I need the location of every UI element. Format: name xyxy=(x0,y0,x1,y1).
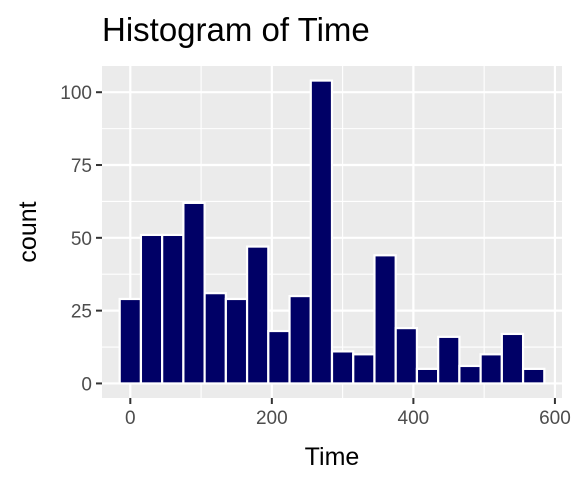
histogram-bar xyxy=(415,367,440,385)
histogram-bar xyxy=(437,335,461,385)
histogram-bar xyxy=(267,329,291,385)
histogram-bar xyxy=(309,79,334,385)
y-tick-label: 0 xyxy=(81,374,92,395)
histogram-bar xyxy=(118,297,143,385)
x-tick-label: 600 xyxy=(539,408,571,429)
y-tick-label: 50 xyxy=(71,229,92,250)
histogram-bar xyxy=(288,294,312,385)
histogram-bar xyxy=(458,364,482,385)
histogram-bar xyxy=(479,353,503,385)
histogram-bar xyxy=(373,254,397,385)
histogram-bar xyxy=(330,350,355,385)
y-axis-title: count xyxy=(14,201,42,262)
y-tick-label: 100 xyxy=(60,83,92,104)
x-tick-label: 0 xyxy=(125,408,136,429)
x-axis: 0 200 400 600 xyxy=(125,398,571,429)
histogram-bar xyxy=(500,332,525,385)
y-axis: 0 25 50 75 100 xyxy=(60,83,102,395)
histogram-bar xyxy=(224,297,249,385)
histogram-bar xyxy=(352,353,376,385)
histogram-bar xyxy=(521,367,546,385)
histogram-bar xyxy=(182,201,206,385)
histogram-bars xyxy=(118,79,546,385)
histogram-bar xyxy=(245,245,270,385)
histogram-bar xyxy=(203,292,227,385)
histogram-bar xyxy=(161,233,185,385)
x-tick-label: 200 xyxy=(256,408,288,429)
chart-title: Histogram of Time xyxy=(102,11,370,48)
histogram-bar xyxy=(394,327,419,385)
x-tick-label: 400 xyxy=(398,408,430,429)
histogram-bar xyxy=(139,233,164,385)
x-axis-title: Time xyxy=(305,443,360,471)
y-tick-label: 75 xyxy=(71,156,92,177)
y-tick-label: 25 xyxy=(71,302,92,323)
